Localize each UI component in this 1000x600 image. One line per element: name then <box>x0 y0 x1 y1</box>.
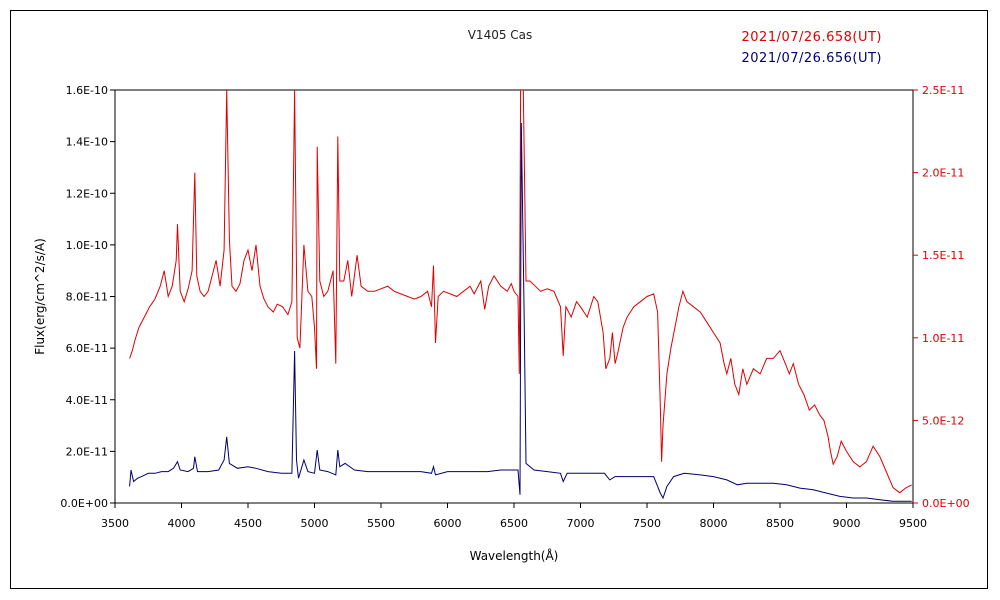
x-tick-label: 5000 <box>301 517 329 530</box>
y-left-tick-label: 1.2E-10 <box>66 187 108 200</box>
x-tick-label: 8500 <box>766 517 794 530</box>
chart-title: V1405 Cas <box>467 28 533 42</box>
y-left-tick-label: 0.0E+00 <box>60 497 108 510</box>
x-tick-label: 4000 <box>168 517 196 530</box>
y-left-tick-label: 8.0E-11 <box>66 291 108 304</box>
y-left-tick-label: 4.0E-11 <box>66 394 108 407</box>
y-left-tick-label: 1.0E-10 <box>66 239 108 252</box>
x-tick-label: 4500 <box>234 517 262 530</box>
x-tick-label: 9500 <box>899 517 927 530</box>
x-tick-label: 6500 <box>500 517 528 530</box>
x-axis-label: Wavelength(Å) <box>470 548 559 563</box>
legend-entry-blue: 2021/07/26.656(UT) <box>741 51 882 66</box>
y-right-tick-label: 1.0E-11 <box>922 332 964 345</box>
x-tick-label: 8000 <box>700 517 728 530</box>
series-line-blue <box>129 122 912 502</box>
x-tick-label: 7000 <box>567 517 595 530</box>
series-line-red <box>129 90 912 494</box>
y-left-tick-label: 6.0E-11 <box>66 342 108 355</box>
y-right-tick-label: 2.0E-11 <box>922 167 964 180</box>
x-tick-label: 9000 <box>833 517 861 530</box>
y-left-tick-label: 2.0E-11 <box>66 445 108 458</box>
x-tick-label: 6000 <box>434 517 462 530</box>
y-right-tick-label: 2.5E-11 <box>922 84 964 97</box>
x-tick-label: 3500 <box>101 517 129 530</box>
x-tick-label: 7500 <box>633 517 661 530</box>
legend-entry-red: 2021/07/26.658(UT) <box>741 30 882 45</box>
y-right-tick-label: 1.5E-11 <box>922 249 964 262</box>
y-right-tick-label: 5.0E-12 <box>922 414 964 427</box>
y-axis-label: Flux(erg/cm^2/s/A) <box>33 238 47 355</box>
y-left-tick-label: 1.4E-10 <box>66 136 108 149</box>
x-tick-label: 5500 <box>367 517 395 530</box>
y-right-tick-label: 0.0E+00 <box>922 497 970 510</box>
y-left-tick-label: 1.6E-10 <box>66 84 108 97</box>
plot-area <box>114 89 914 504</box>
